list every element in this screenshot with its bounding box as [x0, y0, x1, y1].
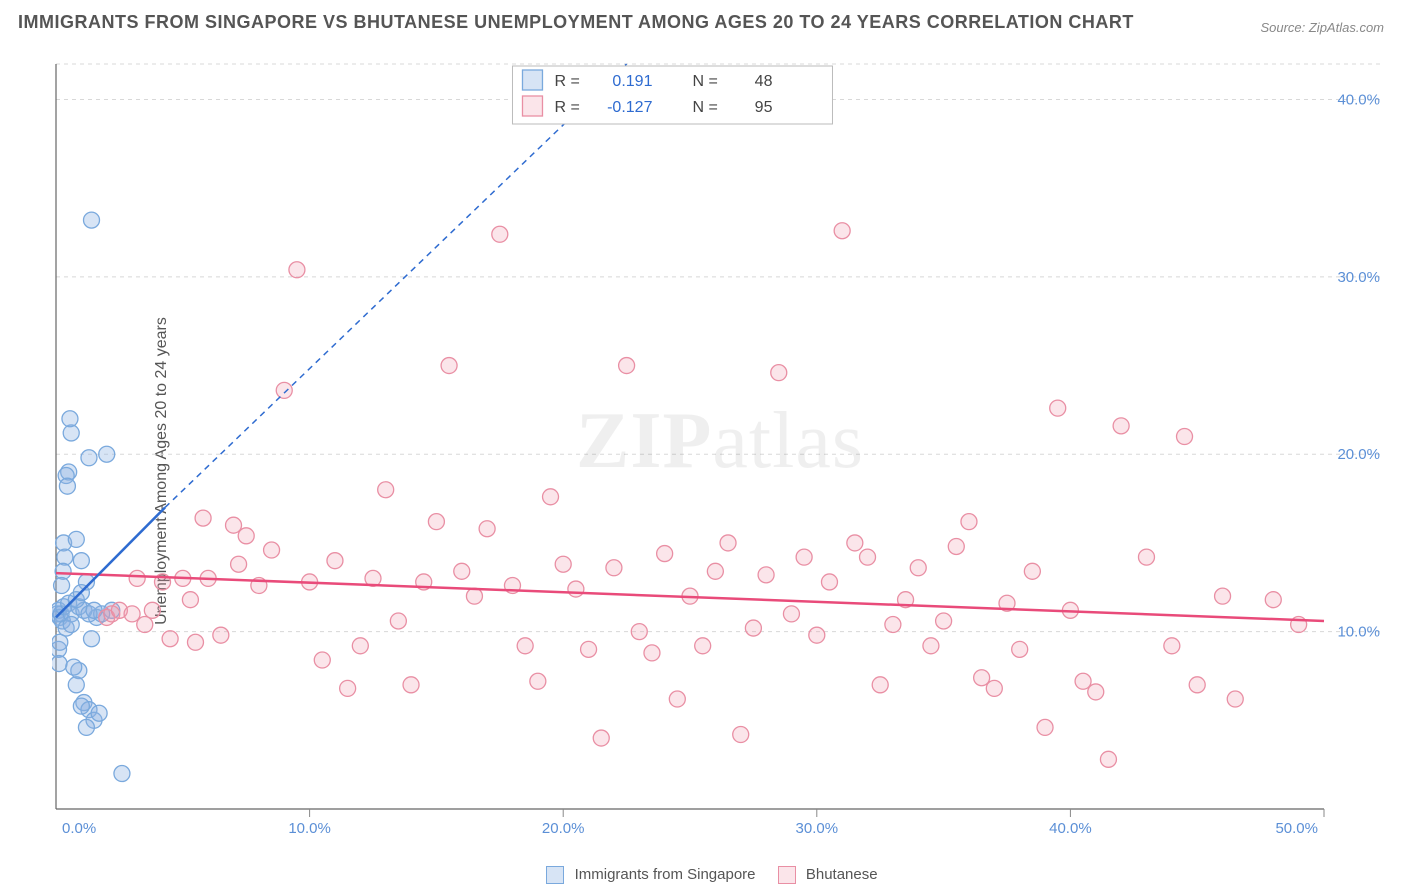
- legend-label-series-0: Immigrants from Singapore: [575, 866, 756, 883]
- plot-area: ZIPatlas 0.0%10.0%20.0%30.0%40.0%50.0%10…: [52, 60, 1388, 837]
- legend-label-series-1: Bhutanese: [806, 866, 878, 883]
- svg-text:N =: N =: [692, 73, 717, 90]
- svg-text:-0.127: -0.127: [607, 99, 652, 116]
- svg-text:30.0%: 30.0%: [796, 820, 839, 837]
- svg-text:30.0%: 30.0%: [1337, 269, 1380, 286]
- svg-text:N =: N =: [692, 99, 717, 116]
- legend-swatch-series-1: [778, 866, 796, 884]
- svg-text:48: 48: [755, 73, 773, 90]
- svg-text:20.0%: 20.0%: [1337, 446, 1380, 463]
- scatter-chart-svg: 0.0% 10.0% 20.0% 30.0% 40.0% 50.0% 10.0% 20.0% 3…: [52, 60, 1388, 837]
- bottom-legend: Immigrants from Singapore Bhutanese: [0, 866, 1406, 884]
- chart-container: Unemployment Among Ages 20 to 24 years Z…: [0, 50, 1406, 892]
- svg-text:R =: R =: [554, 99, 579, 116]
- svg-text:10.0%: 10.0%: [288, 820, 331, 837]
- source-attribution: Source: ZipAtlas.com: [1260, 20, 1384, 35]
- svg-text:R =: R =: [554, 73, 579, 90]
- svg-text:20.0%: 20.0%: [542, 820, 585, 837]
- svg-text:0.0%: 0.0%: [62, 820, 96, 837]
- svg-text:40.0%: 40.0%: [1049, 820, 1092, 837]
- svg-text:40.0%: 40.0%: [1337, 91, 1380, 108]
- svg-text:0.191: 0.191: [612, 73, 652, 90]
- svg-text:95: 95: [755, 99, 773, 116]
- chart-title: IMMIGRANTS FROM SINGAPORE VS BHUTANESE U…: [18, 12, 1134, 33]
- svg-text:50.0%: 50.0%: [1275, 820, 1318, 837]
- legend-swatch-series-0: [546, 866, 564, 884]
- svg-text:10.0%: 10.0%: [1337, 624, 1380, 641]
